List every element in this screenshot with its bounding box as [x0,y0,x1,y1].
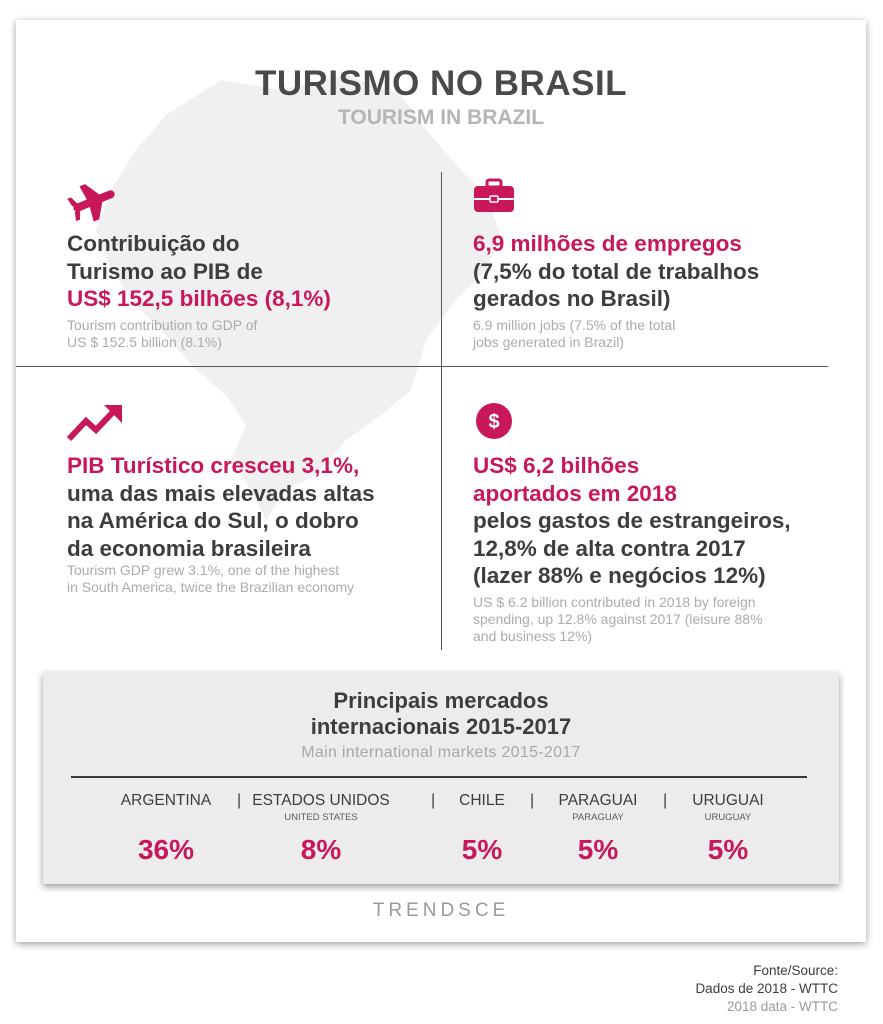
market-name: ARGENTINA [120,792,212,809]
stat-growth-line1: uma das mais elevadas altas [67,480,375,506]
stat-jobs-line1: (7,5% do total de trabalhos [473,258,760,284]
stat-spending-line1: pelos gastos de estrangeiros, [473,508,791,533]
stat-growth: PIB Turístico cresceu 3,1%, uma das mais… [67,452,439,596]
markets-title: Principais mercados internacionais 2015-… [43,688,839,740]
svg-text:$: $ [488,411,499,433]
market-value: 5% [577,834,619,865]
markets-panel: Principais mercados internacionais 2015-… [43,672,839,884]
market-uruguay: URUGUAI URUGUAY 5% [643,792,813,866]
market-paraguay: PARAGUAI PARAGUAY 5% [513,792,683,866]
stat-jobs-value: 6,9 milhões de empregos [473,231,742,256]
market-value: 8% [300,834,342,865]
brand-logo: TRENDSCE [372,900,510,921]
markets-subtitle: Main international markets 2015-2017 [301,744,581,761]
markets-title-line1: Principais mercados [333,688,549,713]
briefcase-icon [474,178,514,212]
grid-divider-horizontal [16,366,828,367]
stat-jobs-en1: 6.9 million jobs (7.5% of the total [473,316,676,333]
market-united-states: ESTADOS UNIDOS UNITED STATES 8% [236,792,406,866]
stat-growth-value: PIB Turístico cresceu 3,1%, [67,453,360,478]
stat-spending-line3: (lazer 88% e negócios 12%) [473,563,766,588]
market-separator: | [530,792,535,809]
stat-spending-en2: spending, up 12.8% against 2017 (leisure… [473,610,763,627]
stat-spending-en3: and business 12%) [473,627,593,644]
market-value: 5% [707,834,749,865]
stat-spending-en1: US $ 6.2 billion contributed in 2018 by … [473,593,756,610]
grid-divider-vertical [441,172,442,650]
market-name-en: URUGUAY [704,812,752,823]
page-subtitle: TOURISM IN BRAZIL [337,106,545,129]
source-note: Fonte/Source: Dados de 2018 - WTTC 2018 … [695,962,838,1016]
stat-gdp-line2: Turismo ao PIB de [67,258,263,284]
stat-gdp-line1: Contribuição do [67,231,240,256]
stat-growth-line2: na América do Sul, o dobro [67,508,359,533]
stat-gdp-en1: Tourism contribution to GDP of [67,316,258,333]
stat-spending-english: US $ 6.2 billion contributed in 2018 by … [473,594,853,645]
stat-spending: US$ 6,2 bilhões aportados em 2018 pelos … [473,452,853,645]
stat-jobs-english: 6.9 million jobs (7.5% of the total jobs… [473,317,843,351]
markets-divider [71,776,807,778]
market-name: ESTADOS UNIDOS [252,792,390,809]
stat-gdp: Contribuição do Turismo ao PIB de US$ 15… [67,230,437,351]
source-pt: Dados de 2018 - WTTC [695,981,838,996]
page-title: TURISMO NO BRASIL [254,64,628,103]
markets-title-line2: internacionais 2015-2017 [310,714,572,739]
source-label: Fonte/Source: [753,963,838,978]
market-name-en [81,812,251,824]
stat-growth-english: Tourism GDP grew 3.1%, one of the highes… [67,562,439,596]
market-name: URUGUAI [692,792,764,809]
stat-spending-year: aportados em 2018 [473,480,677,506]
infographic-card: TURISMO NO BRASIL TOURISM IN BRAZIL Cont… [16,20,866,942]
stat-jobs-line2: gerados no Brasil) [473,286,671,311]
market-separator: | [663,792,668,809]
airplane-icon [67,184,115,222]
market-separator: | [237,792,242,809]
stat-growth-line3: da economia brasileira [67,535,311,561]
market-name: CHILE [459,792,505,809]
market-argentina: ARGENTINA 36% [81,792,251,866]
market-value: 36% [137,834,195,865]
stat-gdp-english: Tourism contribution to GDP of US $ 152.… [67,317,437,351]
market-value: 5% [461,834,503,865]
stat-jobs: 6,9 milhões de empregos (7,5% do total d… [473,230,843,351]
stat-growth-en1: Tourism GDP grew 3.1%, one of the highes… [67,562,340,578]
market-name-en: PARAGUAY [572,812,624,823]
stat-gdp-en2: US $ 152.5 billion (8.1%) [67,333,222,350]
market-chile: CHILE 5% [397,792,567,866]
stat-spending-line2: 12,8% de alta contra 2017 [473,535,746,561]
dollar-icon: $ [476,403,512,439]
market-separator: | [431,792,436,809]
stat-spending-value: US$ 6,2 bilhões [473,453,640,478]
market-name-en: UNITED STATES [284,812,358,823]
market-name: PARAGUAI [558,792,638,809]
stat-gdp-value: US$ 152,5 bilhões (8,1%) [67,286,331,311]
trend-up-icon [66,405,122,442]
stat-jobs-en2: jobs generated in Brazil) [473,333,624,350]
source-en: 2018 data - WTTC [726,999,838,1014]
stat-growth-en2: in South America, twice the Brazilian ec… [67,579,355,595]
